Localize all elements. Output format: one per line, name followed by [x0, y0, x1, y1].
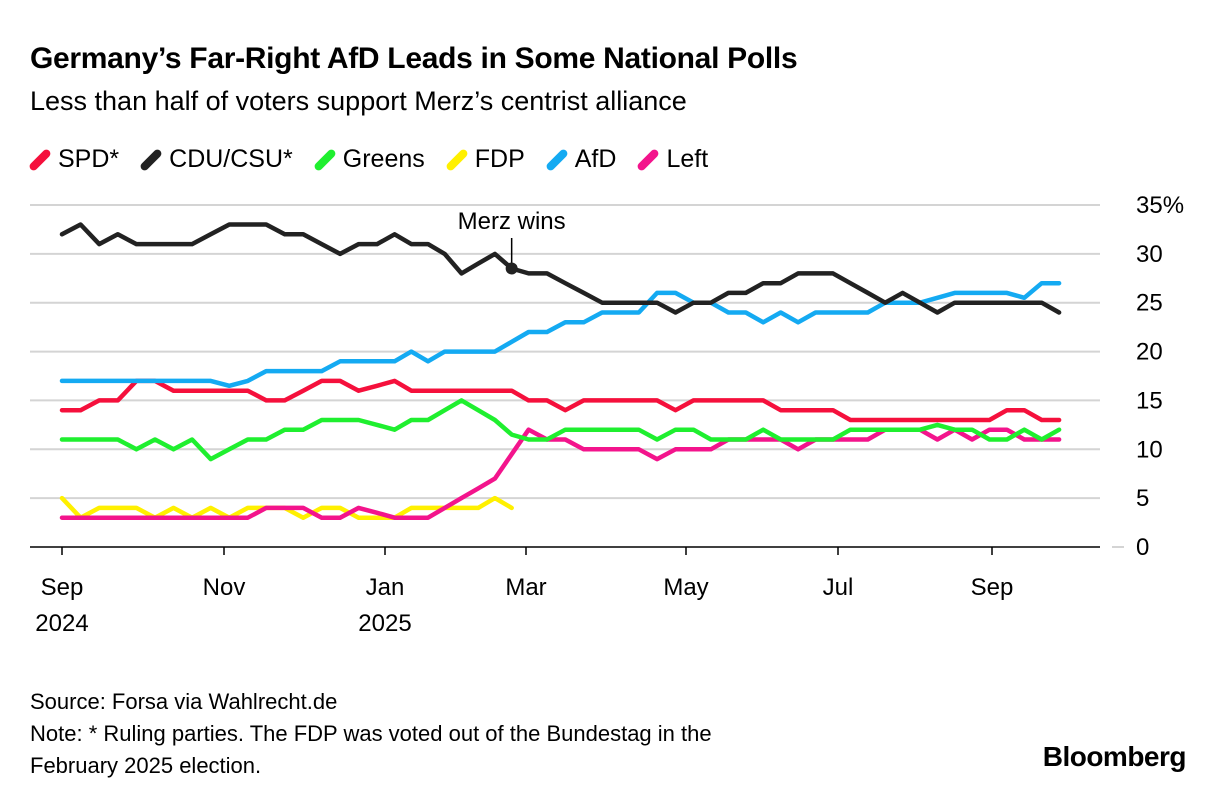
- x-tick-label: Sep: [41, 574, 84, 601]
- series-line-cducsu: [59, 222, 1062, 315]
- x-tick-label: Jul: [823, 574, 854, 601]
- legend-label: FDP: [474, 145, 525, 173]
- annotation-marker: [505, 262, 518, 275]
- x-tick-label: Nov: [203, 574, 246, 601]
- footnote-line-2: February 2025 election.: [30, 753, 262, 778]
- y-tick-label: 0: [1136, 534, 1149, 561]
- legend-item: Greens: [312, 145, 425, 174]
- x-axis: Sep 2024 Nov Jan 2025 Mar May Jul Sep: [30, 546, 1100, 637]
- x-tick-year-label: 2025: [358, 610, 411, 637]
- annotation-label: Merz wins: [458, 208, 566, 235]
- legend-item: AfD: [544, 145, 617, 174]
- y-tick-label: 35%: [1136, 192, 1184, 219]
- y-tick-label: 15: [1136, 387, 1163, 414]
- series-line-spd: [59, 378, 1062, 423]
- y-tick-label: 5: [1136, 485, 1149, 512]
- series-lines: [59, 222, 1062, 520]
- y-axis: 0 5 10 15 20 25 30 35%: [1136, 192, 1184, 561]
- gridlines: [30, 204, 1124, 548]
- source-note: Source: Forsa via Wahlrecht.de: [30, 689, 338, 714]
- chart-subtitle: Less than half of voters support Merz’s …: [30, 86, 687, 116]
- legend-label: AfD: [574, 145, 617, 173]
- y-tick-label: 20: [1136, 339, 1163, 366]
- y-tick-label: 10: [1136, 436, 1163, 463]
- series-line-afd: [59, 280, 1062, 389]
- legend-label: SPD*: [58, 145, 120, 173]
- footnote-line-1: Note: * Ruling parties. The FDP was vote…: [30, 721, 712, 746]
- bloomberg-logo: Bloomberg: [1042, 741, 1187, 772]
- x-tick-label: May: [663, 574, 708, 601]
- legend-item: SPD*: [27, 145, 120, 174]
- legend-label: Greens: [342, 145, 425, 173]
- legend-item: FDP: [444, 145, 525, 174]
- x-tick-label: Sep: [971, 574, 1014, 601]
- legend-item: CDU/CSU*: [139, 145, 293, 174]
- y-tick-label: 25: [1136, 290, 1163, 317]
- y-tick-label: 30: [1136, 241, 1163, 268]
- annotations: Merz wins: [458, 208, 566, 275]
- x-tick-label: Jan: [366, 574, 405, 601]
- legend-label: CDU/CSU*: [169, 145, 293, 173]
- series-line-greens: [59, 398, 1062, 462]
- chart-title: Germany’s Far-Right AfD Leads in Some Na…: [30, 42, 798, 75]
- legend-label: Left: [666, 145, 709, 173]
- legend: SPD* CDU/CSU* Greens FDP AfD Left: [27, 145, 730, 174]
- series-line-left: [59, 427, 1062, 520]
- x-tick-label: Mar: [505, 574, 546, 601]
- legend-item: Left: [636, 145, 709, 174]
- x-tick-year-label: 2024: [35, 610, 88, 637]
